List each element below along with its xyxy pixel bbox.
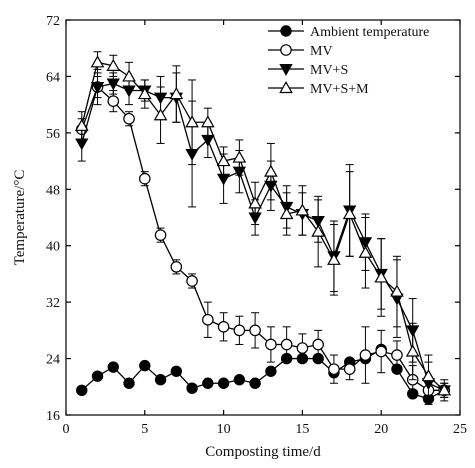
- data-point: [216, 173, 231, 186]
- data-point: [123, 112, 135, 125]
- legend-marker: [280, 44, 292, 56]
- x-tick-label: 5: [141, 422, 148, 437]
- data-point: [74, 118, 89, 131]
- data-point: [391, 349, 403, 361]
- data-point: [327, 252, 341, 265]
- data-point: [75, 138, 89, 151]
- data-point: [264, 164, 278, 177]
- data-point: [358, 245, 373, 258]
- plot-frame: [65, 19, 461, 416]
- series-3: [74, 51, 452, 398]
- legend-label: MV+S+M: [310, 82, 369, 97]
- data-point: [374, 270, 389, 283]
- data-point: [405, 344, 420, 357]
- data-point: [123, 377, 135, 389]
- legend: Ambient temperature MV MV+S MV+S+M: [268, 25, 429, 97]
- data-point: [76, 384, 88, 397]
- data-point: [107, 95, 120, 107]
- data-point: [202, 377, 214, 389]
- x-tick-label: 20: [374, 422, 388, 437]
- legend-marker: [280, 25, 292, 37]
- x-axis-label: Composting time/d: [205, 444, 321, 460]
- data-point: [139, 359, 151, 372]
- data-series: [74, 51, 452, 405]
- data-point: [186, 382, 198, 394]
- series-line: [81, 82, 445, 391]
- series-line: [81, 85, 445, 391]
- data-point: [359, 349, 372, 361]
- x-tick-label: 10: [217, 422, 231, 437]
- series-line: [81, 348, 445, 400]
- legend-marker: [279, 80, 293, 94]
- data-point: [107, 361, 119, 373]
- series-line: [81, 61, 445, 391]
- y-axis-label: Temperature/°C: [12, 170, 28, 266]
- plot-frame-rect: [65, 19, 461, 416]
- data-point: [249, 324, 261, 337]
- data-point: [169, 87, 184, 100]
- data-point: [154, 374, 167, 386]
- data-point: [233, 324, 246, 337]
- data-point: [202, 313, 214, 326]
- data-point: [154, 229, 167, 241]
- data-point: [296, 342, 309, 354]
- data-point: [217, 321, 230, 333]
- data-point: [280, 338, 293, 351]
- legend-label: MV+S: [310, 63, 348, 78]
- data-point: [421, 369, 436, 382]
- legend-label: Ambient temperature: [310, 25, 429, 40]
- data-point: [170, 261, 183, 273]
- data-point: [186, 275, 198, 287]
- data-point: [265, 338, 277, 351]
- axis-ticks: 0 5 10 15 20 25 16 24 32 40 48 56 64 72: [46, 14, 467, 437]
- data-point: [343, 363, 356, 375]
- y-tick-label: 24: [46, 353, 60, 368]
- y-tick-label: 56: [46, 127, 60, 142]
- data-point: [248, 196, 262, 209]
- data-point: [328, 363, 340, 375]
- data-point: [106, 58, 121, 71]
- data-point: [437, 383, 452, 396]
- data-point: [137, 87, 152, 100]
- data-point: [233, 374, 246, 386]
- data-point: [232, 150, 247, 163]
- data-point: [139, 172, 151, 185]
- data-point: [216, 154, 231, 167]
- data-point: [201, 115, 215, 128]
- data-point: [106, 78, 120, 91]
- data-point: [249, 377, 261, 389]
- data-point: [217, 377, 230, 389]
- data-point: [295, 203, 310, 216]
- data-point: [90, 55, 105, 68]
- data-point: [375, 345, 387, 358]
- data-point: [90, 82, 105, 94]
- data-point: [122, 69, 136, 82]
- y-tick-label: 48: [46, 183, 60, 198]
- x-tick-label: 15: [295, 422, 309, 437]
- data-point: [279, 206, 294, 220]
- y-tick-label: 40: [46, 240, 60, 255]
- legend-label: MV: [310, 44, 333, 59]
- data-point: [311, 224, 325, 237]
- data-point: [153, 108, 168, 121]
- data-point: [312, 338, 324, 351]
- data-point: [185, 115, 199, 128]
- x-tick-label: 25: [453, 422, 467, 437]
- y-tick-label: 16: [46, 409, 60, 424]
- y-tick-label: 72: [46, 14, 60, 29]
- data-point: [91, 370, 104, 382]
- data-point: [265, 365, 277, 377]
- y-tick-label: 32: [46, 296, 60, 311]
- data-point: [390, 284, 404, 297]
- data-point: [170, 365, 183, 377]
- series-1: [75, 75, 451, 402]
- y-tick-label: 64: [46, 70, 60, 85]
- legend-marker: [279, 64, 293, 76]
- x-tick-label: 0: [63, 422, 70, 437]
- data-point: [342, 206, 357, 220]
